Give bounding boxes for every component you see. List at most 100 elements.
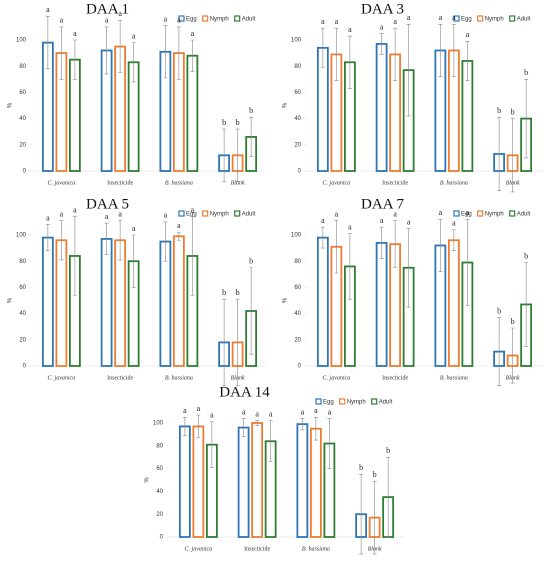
- significance-letter: a: [105, 16, 109, 25]
- bar: [309, 427, 322, 538]
- significance-letter: b: [359, 463, 363, 472]
- error-bar: [524, 262, 529, 347]
- error-bar: [131, 234, 136, 288]
- y-tick-label: 80: [294, 64, 301, 70]
- x-tick-label: Blank: [231, 180, 245, 186]
- y-axis-label: %: [8, 102, 14, 108]
- significance-letter: a: [348, 223, 352, 232]
- error-bar: [334, 27, 339, 81]
- x-tick-label: Insecticide: [244, 546, 270, 552]
- x-tick-label: C. javanica: [185, 546, 213, 552]
- error-bar: [249, 267, 254, 355]
- significance-letter: a: [393, 209, 397, 218]
- error-bar: [379, 33, 384, 55]
- significance-letter: a: [269, 410, 273, 419]
- bar: [447, 239, 460, 367]
- error-bar: [320, 226, 325, 249]
- legend-label: Adult: [517, 17, 531, 23]
- significance-letter: a: [191, 205, 195, 214]
- error-bar: [406, 23, 411, 117]
- significance-letter: b: [373, 470, 377, 479]
- legend-label: Nymph: [485, 17, 504, 23]
- x-tick-label: Insecticide: [107, 180, 133, 186]
- significance-letter: a: [255, 410, 259, 419]
- significance-letter: b: [497, 306, 501, 315]
- significance-letter: a: [118, 9, 122, 18]
- chart-title: DAA 5: [86, 196, 129, 212]
- y-tick-label: 100: [16, 233, 27, 239]
- legend-swatch: [202, 210, 209, 217]
- y-tick-label: 20: [156, 512, 163, 518]
- error-bar: [190, 39, 195, 72]
- bar: [100, 238, 113, 367]
- significance-letter: a: [314, 406, 318, 415]
- y-tick-label: 0: [298, 364, 302, 370]
- x-tick-label: B. bassiana: [165, 180, 193, 186]
- y-tick-label: 60: [294, 285, 301, 291]
- significance-letter: a: [164, 211, 168, 220]
- bar: [192, 425, 205, 538]
- legend-label: Egg: [186, 212, 197, 218]
- significance-letter: a: [46, 213, 50, 222]
- x-tick-label: Insecticide: [382, 180, 408, 186]
- y-tick-label: 40: [19, 311, 26, 317]
- error-bar: [451, 23, 456, 77]
- significance-letter: b: [511, 107, 515, 116]
- error-bar: [300, 418, 305, 431]
- significance-letter: b: [236, 288, 240, 297]
- significance-letter: a: [439, 208, 443, 217]
- x-tick-label: C. javanica: [323, 180, 351, 186]
- legend-swatch: [371, 398, 378, 405]
- legend-label: Egg: [461, 212, 472, 218]
- legend-label: Egg: [461, 17, 472, 23]
- error-bar: [45, 16, 50, 70]
- error-bar: [438, 23, 443, 77]
- y-tick-label: 0: [23, 364, 27, 370]
- error-bar: [497, 116, 502, 191]
- significance-letter: a: [321, 17, 325, 26]
- significance-letter: a: [60, 16, 64, 25]
- y-tick-label: 60: [19, 285, 26, 291]
- significance-letter: a: [407, 13, 411, 22]
- y-tick-label: 20: [294, 142, 301, 148]
- error-bar: [59, 26, 64, 80]
- significance-letter: b: [511, 317, 515, 326]
- legend-label: Egg: [323, 400, 334, 406]
- significance-letter: b: [249, 106, 253, 115]
- error-bar: [196, 414, 201, 439]
- y-tick-label: 80: [19, 259, 26, 265]
- legend-swatch: [453, 15, 460, 22]
- error-bar: [406, 228, 411, 308]
- y-tick-label: 100: [153, 421, 164, 427]
- bar: [41, 236, 54, 367]
- significance-letter: a: [60, 209, 64, 218]
- error-bar: [465, 218, 470, 307]
- y-tick-label: 0: [23, 169, 27, 175]
- significance-letter: a: [301, 407, 305, 416]
- significance-letter: a: [73, 29, 77, 38]
- significance-letter: a: [439, 13, 443, 22]
- error-bar: [524, 79, 529, 159]
- significance-letter: a: [132, 31, 136, 40]
- significance-letter: a: [177, 16, 181, 25]
- error-bar: [45, 224, 50, 252]
- significance-letter: a: [132, 224, 136, 233]
- error-bar: [59, 220, 64, 261]
- error-bar: [347, 35, 352, 89]
- legend-label: Nymph: [210, 17, 229, 23]
- significance-letter: a: [118, 209, 122, 218]
- significance-letter: a: [466, 208, 470, 217]
- y-tick-label: 80: [19, 64, 26, 70]
- bar: [237, 426, 250, 538]
- legend-swatch: [315, 398, 322, 405]
- chart-title: DAA 1: [86, 1, 129, 17]
- error-bar: [359, 474, 364, 555]
- significance-letter: a: [393, 17, 397, 26]
- significance-letter: a: [348, 25, 352, 34]
- significance-letter: b: [386, 446, 390, 455]
- error-bar: [438, 218, 443, 272]
- error-bar: [451, 229, 456, 252]
- chart-title: DAA 14: [219, 384, 270, 400]
